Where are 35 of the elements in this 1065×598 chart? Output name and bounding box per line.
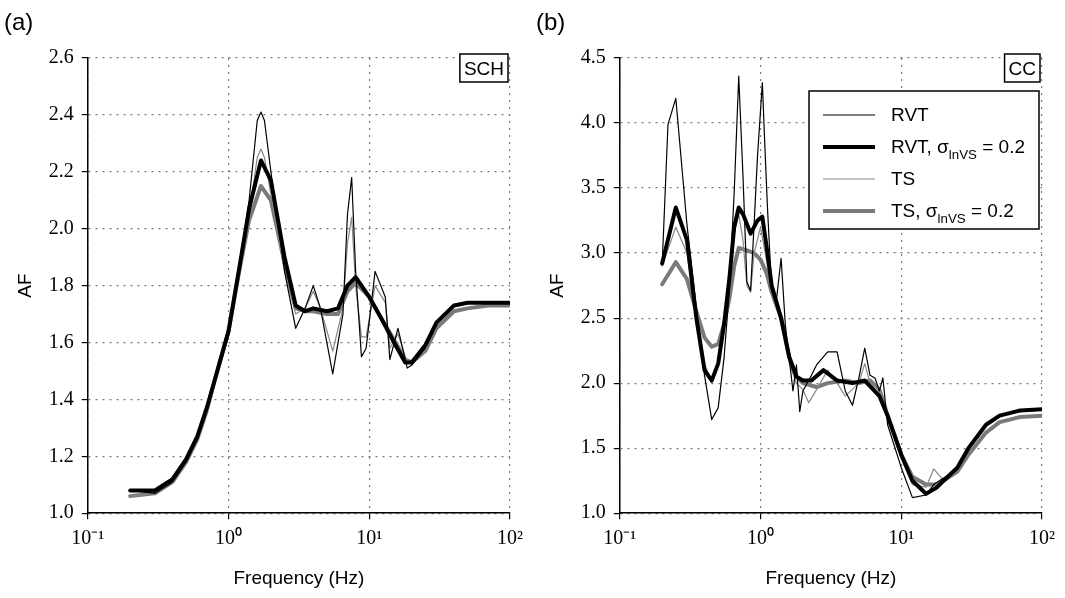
y-tick-label: 4.0 — [580, 110, 606, 133]
y-tick-label: 2.0 — [48, 215, 74, 238]
x-tick-label: 10² — [497, 526, 523, 549]
y-tick-label: 3.5 — [580, 175, 606, 198]
y-tick-label: 2.6 — [48, 45, 74, 68]
y-tick-label: 1.8 — [48, 272, 74, 295]
text: (b) — [536, 8, 566, 35]
y-tick-label: 1.2 — [48, 443, 74, 466]
x-tick-label: 10² — [1029, 526, 1055, 549]
legend-label: RVT — [891, 104, 930, 125]
legend-label: TS — [891, 168, 916, 189]
annotation: SCH — [463, 58, 505, 79]
y-tick-label: 1.0 — [48, 500, 74, 523]
y-tick-label: 2.4 — [48, 102, 74, 125]
y-axis-title: AF — [13, 273, 35, 298]
x-tick-label: 10⁻¹ — [603, 526, 637, 549]
x-tick-label: 10¹ — [356, 526, 383, 549]
x-tick-label: 10⁰ — [215, 526, 243, 549]
y-tick-label: 2.5 — [580, 305, 606, 328]
y-tick-label: 1.5 — [580, 435, 606, 458]
y-tick-label: 4.5 — [580, 45, 606, 68]
annotation: CC — [1008, 58, 1037, 79]
y-tick-label: 1.6 — [48, 329, 74, 352]
y-tick-label: 3.0 — [580, 240, 606, 263]
x-axis-title: Frequency (Hz) — [765, 566, 897, 588]
y-tick-label: 1.4 — [48, 386, 74, 409]
y-tick-label: 2.2 — [48, 159, 74, 182]
y-axis-title: AF — [545, 273, 567, 298]
x-tick-label: 10⁰ — [747, 526, 775, 549]
y-tick-label: 1.0 — [580, 500, 606, 523]
x-tick-label: 10¹ — [888, 526, 915, 549]
text: (a) — [4, 8, 34, 35]
y-tick-label: 2.0 — [580, 370, 606, 393]
x-tick-label: 10⁻¹ — [71, 526, 105, 549]
x-axis-title: Frequency (Hz) — [233, 566, 365, 588]
